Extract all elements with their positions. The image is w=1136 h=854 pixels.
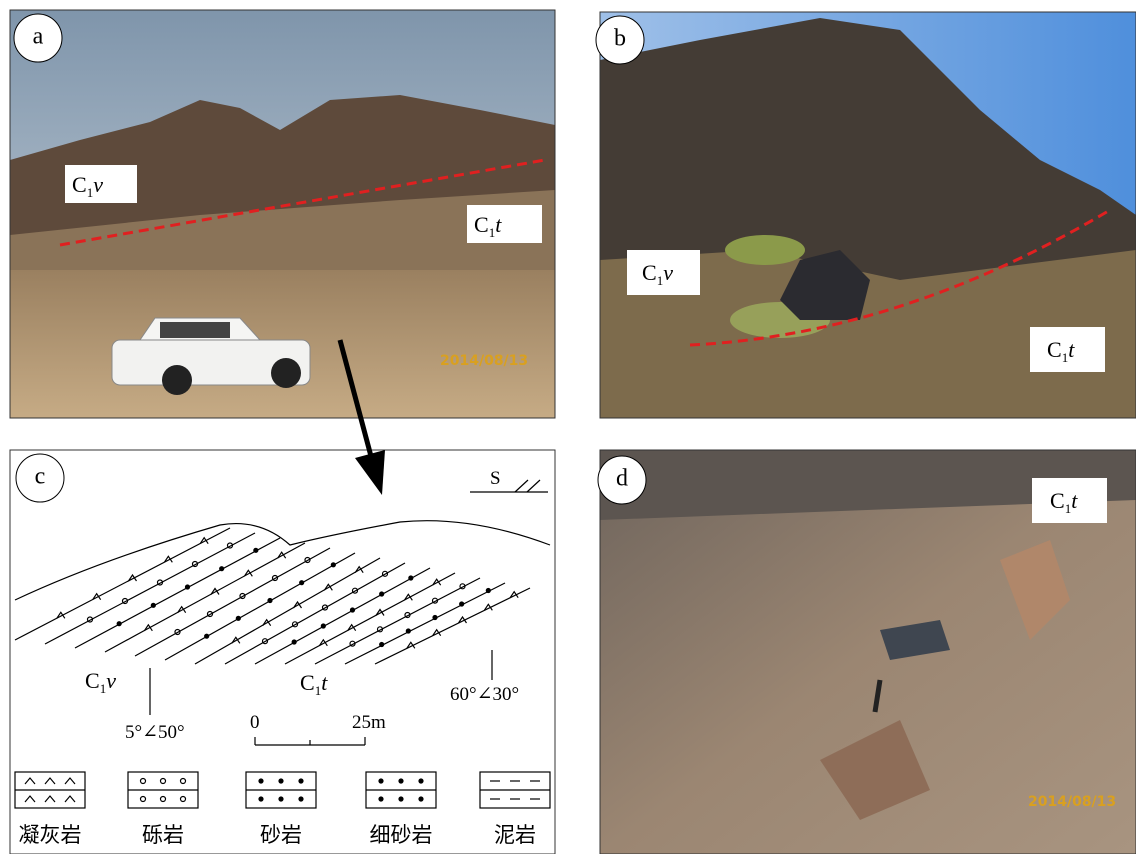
legend-symbol — [379, 779, 383, 783]
unit-label: C1t — [300, 670, 328, 698]
scale-label: 25m — [352, 712, 386, 733]
unit-base: C — [474, 212, 489, 237]
unit-name: t — [321, 670, 328, 695]
legend-symbol — [299, 779, 303, 783]
sand-symbol — [300, 581, 304, 585]
unit-name: t — [1071, 488, 1078, 513]
sand-symbol — [117, 622, 121, 626]
sand-symbol — [321, 624, 325, 628]
unit-base: C — [85, 668, 100, 693]
sand-symbol — [292, 640, 296, 644]
legend-label: 泥岩 — [494, 823, 536, 847]
legend-symbol — [259, 797, 263, 801]
unit-name: t — [495, 212, 502, 237]
sand-symbol — [433, 616, 437, 620]
legend-label: 凝灰岩 — [19, 823, 82, 847]
date-stamp: 2014/08/13 — [440, 353, 528, 369]
legend-symbol — [419, 797, 423, 801]
legend-symbol — [279, 797, 283, 801]
unit-base: C — [1050, 488, 1065, 513]
sand-symbol — [406, 629, 410, 633]
unit-base: C — [300, 670, 315, 695]
sand-symbol — [460, 602, 464, 606]
panel-label: b — [614, 26, 626, 52]
attitude: 60°∠30° — [450, 684, 519, 705]
unit-base: C — [72, 172, 87, 197]
figure: 凝灰岩砾岩砂岩细砂岩泥岩abcdC1vC1tC1vC1tC1vC1tC1t201… — [0, 0, 1136, 854]
legend-label: 细砂岩 — [370, 823, 433, 847]
sand-symbol — [254, 548, 258, 552]
attitude: 5°∠50° — [125, 722, 185, 743]
legend-symbol — [279, 779, 283, 783]
unit-name: t — [1068, 337, 1075, 362]
scale-label: 0 — [250, 712, 260, 733]
legend-symbol — [379, 797, 383, 801]
legend-symbol — [299, 797, 303, 801]
date-stamp: 2014/08/13 — [1028, 794, 1116, 810]
sand-symbol — [151, 603, 155, 607]
unit-base: C — [1047, 337, 1062, 362]
legend-symbol — [259, 779, 263, 783]
sand-symbol — [409, 576, 413, 580]
panel-label: a — [33, 24, 44, 50]
unit-base: C — [642, 260, 657, 285]
sand-symbol — [380, 592, 384, 596]
legend-symbol — [399, 779, 403, 783]
sand-symbol — [486, 589, 490, 593]
panel-label: c — [35, 464, 46, 490]
unit-label: C1t — [1047, 337, 1075, 365]
legend-symbol — [399, 797, 403, 801]
unit-name: v — [663, 260, 673, 285]
legend-label: 砂岩 — [260, 823, 302, 847]
unit-name: v — [93, 172, 103, 197]
legend-label: 砾岩 — [142, 823, 184, 847]
sand-symbol — [220, 567, 224, 571]
sand-symbol — [331, 563, 335, 567]
legend-symbol — [419, 779, 423, 783]
sand-symbol — [380, 643, 384, 647]
unit-label: C1t — [1050, 488, 1078, 516]
sand-symbol — [268, 599, 272, 603]
compass: S — [490, 468, 501, 489]
sand-symbol — [351, 608, 355, 612]
unit-name: v — [106, 668, 116, 693]
unit-label: C1t — [474, 212, 502, 240]
sand-symbol — [205, 634, 209, 638]
panel-label: d — [616, 466, 628, 492]
sand-symbol — [186, 585, 190, 589]
sand-symbol — [236, 616, 240, 620]
